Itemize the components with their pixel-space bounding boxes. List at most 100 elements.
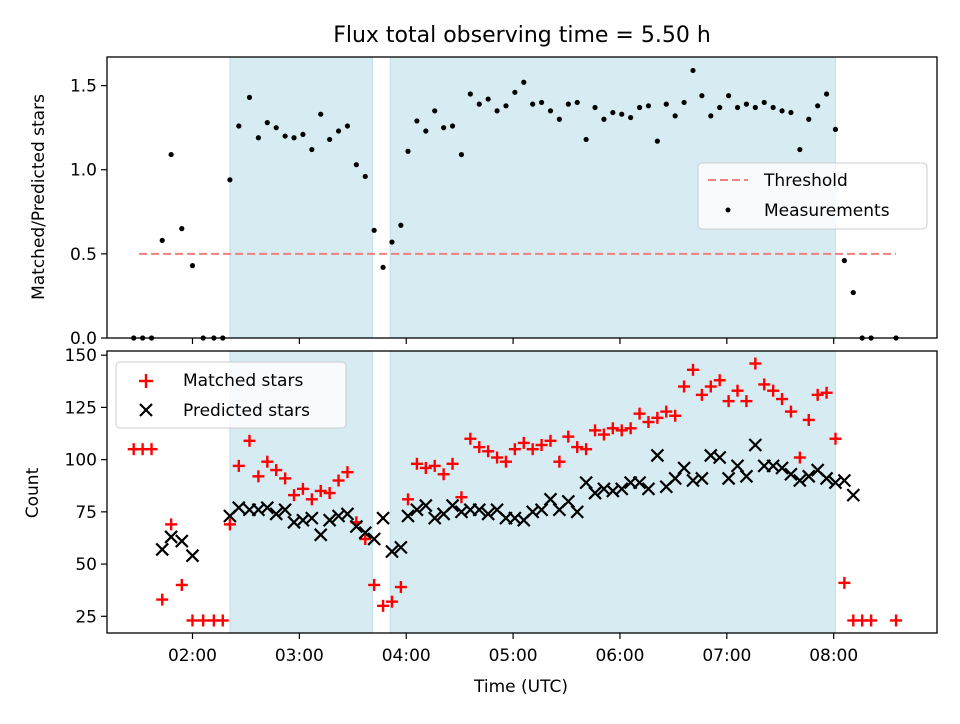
matched-star-point [446,457,459,470]
matched-star-point [314,484,327,497]
measurement-point [806,116,812,122]
matched-star-point [499,455,512,468]
legend-matched-label: Matched stars [183,371,303,391]
y-tick-label: 75 [75,503,97,523]
y-tick-label: 0.0 [70,329,97,349]
measurement-point [538,99,545,106]
matched-star-point [145,443,158,456]
x-marker-b [367,532,381,546]
measurement-point [636,104,643,111]
predicted-star-point [775,461,789,475]
x-marker-b [260,500,275,515]
matched-star-point [377,599,390,612]
top-y-ticks: 0.0 0.5 1.0 1.5 [70,77,107,349]
measurement-point [841,257,847,264]
measurement-point [752,104,758,111]
matched-star-point [731,384,744,397]
measurement-point [291,135,297,141]
predicted-star-point [313,528,328,542]
measurement-point [398,222,404,228]
x-marker-b [641,482,656,496]
measurement-point [449,123,456,129]
predicted-star-point [588,486,602,500]
measurement-point [717,104,723,111]
matched-star-point [615,424,628,437]
measurement-point [389,239,395,245]
measurement-point [494,108,500,114]
matched-star-point [580,443,593,456]
measurement-point [672,113,678,119]
matched-star-point [517,436,530,449]
measurement-point [610,109,616,116]
measurement-point [690,67,696,74]
matched-star-point [553,455,566,468]
x-axis-label: Time (UTC) [473,677,568,697]
measurement-point [726,93,732,99]
matched-star-point [704,380,717,393]
measurement-point [227,177,233,183]
measurement-point [556,116,563,122]
measurement-point [362,173,368,180]
y-tick-label: 25 [75,607,97,627]
top-y-axis-label: Matched/Predicted stars [29,94,49,300]
legend-measurements-swatch [725,207,731,213]
matched-star-point [419,461,432,474]
matched-star-point [571,441,584,454]
matched-star-point [455,491,468,504]
matched-star-point [428,459,441,472]
predicted-star-point [367,532,381,546]
predicted-star-point [837,473,852,488]
matched-star-point [749,357,762,370]
measurement-point [619,111,625,117]
x-marker-b [322,513,337,527]
matched-star-point [686,363,699,376]
predicted-star-point [739,469,754,484]
x-marker-b [561,494,576,509]
x-marker-b [588,486,602,500]
matched-star-point [838,576,851,589]
y-tick-label: 50 [75,555,97,575]
measurement-point [159,237,165,244]
y-tick-label: 0.5 [70,245,97,265]
x-marker-b [739,469,754,484]
measurement-point [405,148,411,154]
measurement-point [309,146,315,153]
matched-star-point [865,614,878,627]
x-marker-b [801,469,816,484]
x-tick-label: 06:00 [595,646,644,666]
x-marker-b [525,505,540,519]
matched-star-point [243,434,256,447]
matched-star-point [156,593,169,606]
matched-star-point [279,472,292,485]
bottom-axes-frame [106,350,938,634]
predicted-star-point [175,534,189,548]
top-panel: 0.0 0.5 1.0 1.5 Matched/Predicted stars Thr… [29,56,938,349]
matched-star-point [175,578,188,591]
measurement-point [282,133,288,139]
predicted-star-point [410,502,424,517]
x-marker-b [837,473,852,488]
measurement-point [423,128,429,134]
bottom-legend-box [115,361,347,429]
measurement-point [583,136,589,143]
x-marker-b [340,507,355,521]
matched-star-point [544,434,557,447]
matched-star-point [482,445,495,458]
x-marker-b [650,448,665,463]
x-marker-b [331,509,346,523]
x-marker-b [185,548,200,563]
measurement-point [179,226,185,232]
measurement-point [512,89,518,95]
matched-star-point [332,474,345,487]
predicted-star-point [349,519,364,534]
x-marker-b [632,475,647,490]
x-marker-b [614,482,629,496]
predicted-star-point [322,513,337,527]
x-marker-b [481,507,495,521]
measurement-point [476,101,482,107]
x-marker-b [349,519,364,534]
matched-star-point [802,413,815,426]
measurement-point [761,99,767,106]
measurement-point [815,103,821,109]
x-marker-b [784,467,798,482]
